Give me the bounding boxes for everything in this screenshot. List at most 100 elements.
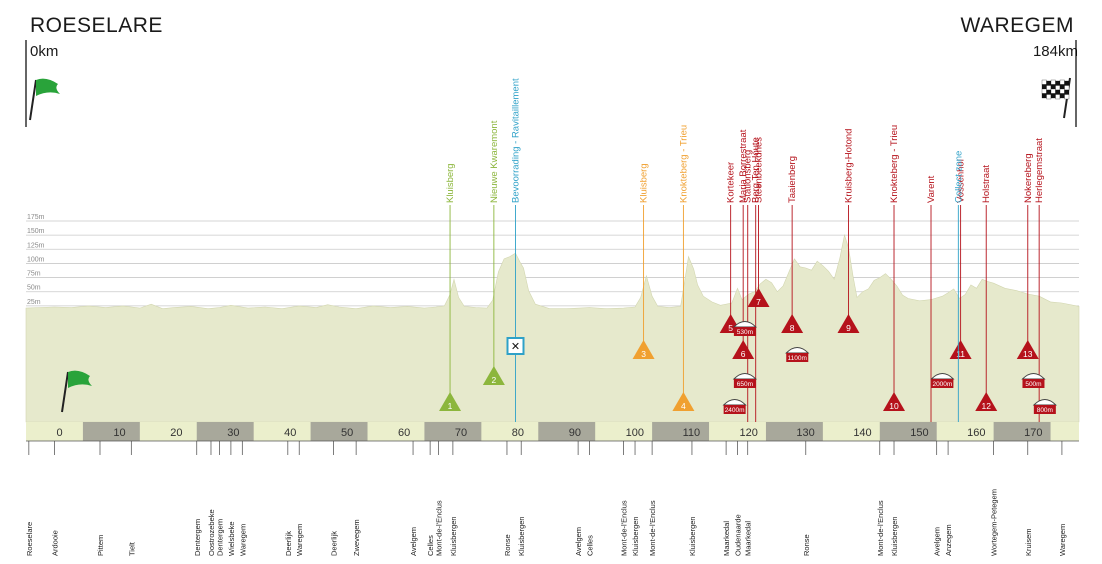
town-label: Deerlijk — [329, 531, 338, 556]
km-axis-segment — [538, 422, 596, 441]
km-axis-segment — [652, 422, 710, 441]
town-label: Avelgem — [409, 527, 418, 556]
flag-square — [1055, 94, 1061, 100]
flags — [29, 77, 1071, 413]
cobble-icon — [722, 399, 747, 406]
flag-square — [1041, 88, 1047, 94]
flag-square — [1064, 94, 1070, 100]
town-label: Kruisem — [1024, 528, 1033, 556]
climb-name: Kluisberg — [639, 163, 650, 203]
town-label: Oudenaarde — [733, 514, 742, 556]
town-label: Zwevegem — [352, 519, 361, 556]
cobble-length: 500m — [1025, 381, 1041, 388]
ytick-label: 150m — [27, 228, 45, 235]
flag-cloth — [68, 370, 92, 388]
climb-number: 1 — [448, 401, 453, 411]
town-label: Kluisbergen — [890, 516, 899, 556]
feed-zone-icon — [506, 337, 525, 355]
ytick-label: 75m — [27, 271, 41, 278]
town-label: Anzegem — [944, 524, 953, 556]
climb-name: Kortekeer — [726, 162, 737, 203]
cobble-icon — [930, 373, 955, 380]
km-axis-segment — [879, 422, 937, 441]
town-label: Roeselare — [25, 522, 34, 556]
ytick-label: 100m — [27, 256, 45, 263]
flag-square — [1046, 94, 1052, 100]
flag-square — [1041, 79, 1047, 85]
flag-square — [1055, 85, 1061, 91]
xtick-label: 20 — [170, 427, 182, 439]
climb-name: Kluisberg — [445, 163, 456, 203]
cobble-length-box — [733, 379, 756, 388]
km-axis-segment — [196, 422, 254, 441]
flag-square — [1055, 80, 1061, 86]
cobble-length-box — [1022, 379, 1045, 388]
climb-name: Knokteberg - Trieu — [678, 125, 689, 203]
climb-marker — [949, 340, 972, 359]
xtick-label: 170 — [1024, 427, 1042, 439]
cobble-icon — [1032, 399, 1057, 406]
climb-number: 13 — [1023, 349, 1033, 359]
town-label: Kluisbergen — [449, 516, 458, 556]
cobble-length-box — [723, 405, 746, 414]
flag-square — [1059, 79, 1065, 85]
xtick-label: 140 — [853, 427, 871, 439]
xtick-label: 10 — [113, 427, 125, 439]
climb-number: 12 — [981, 401, 991, 411]
flag-square — [1059, 84, 1065, 90]
cobble-icon — [732, 373, 757, 380]
climb-marker — [975, 392, 998, 411]
town-label: Tielt — [127, 541, 136, 556]
cobble-length: 2400m — [725, 407, 745, 414]
cobble-icon — [732, 321, 757, 328]
elevation-grid: 25m 50m 75m 100m 125m 150m 175m — [26, 214, 1079, 307]
xtick-label: 30 — [227, 427, 239, 439]
town-label: Avelgem — [574, 527, 583, 556]
cobble-icon — [785, 347, 810, 354]
start-city: ROESELARE — [30, 14, 163, 37]
climb-marker — [781, 314, 804, 333]
xtick-label: 160 — [967, 427, 985, 439]
climb-marker — [883, 392, 906, 411]
flag-square — [1059, 93, 1065, 99]
town-label: Oostrozebeke — [207, 509, 216, 556]
town-label: Deerlijk — [284, 531, 293, 556]
climb-name: Steenbeekdries — [754, 137, 765, 203]
climb-marker — [482, 366, 505, 385]
flag-square — [1050, 93, 1056, 99]
cobble-length: 1100m — [788, 355, 807, 362]
cobble-length-box — [1033, 405, 1056, 414]
town-label: Ronse — [503, 534, 512, 556]
ytick-label: 125m — [27, 242, 45, 249]
climb-name: Taaienberg — [787, 156, 798, 203]
town-label: Mont-de-l'Enclus — [648, 500, 657, 556]
cobble-length: 2000m — [932, 381, 952, 388]
climb-name: Vossenhol — [956, 159, 967, 203]
town-label: Celles — [426, 535, 435, 556]
xtick-label: 80 — [512, 427, 524, 439]
cobble-length-box — [931, 379, 954, 388]
marker-name: Varent — [926, 175, 937, 203]
km-axis-segment — [993, 422, 1051, 441]
marker-name: Bevoorrading - Ravitaillement — [511, 78, 522, 203]
town-label: Maarkedal — [744, 521, 753, 556]
climb-name: Holstraat — [981, 165, 992, 203]
climb-number: 8 — [790, 323, 795, 333]
climb-name: Nokereberg — [1023, 153, 1034, 203]
flag-pole — [61, 371, 69, 413]
flag-square — [1055, 89, 1061, 95]
climb-number: 6 — [741, 349, 746, 359]
feed-zone-glyph: ✕ — [511, 341, 520, 353]
town-label: Ardooie — [50, 530, 59, 556]
climb-number: 2 — [492, 375, 497, 385]
cobble-length-box — [733, 327, 756, 336]
town-label: Kluisbergen — [631, 516, 640, 556]
town-label: Pittem — [96, 535, 105, 556]
xtick-label: 100 — [626, 427, 644, 439]
climb-marker — [747, 288, 770, 307]
town-label: Celles — [585, 535, 594, 556]
town-label: Maarkedal — [722, 521, 731, 556]
marker-name: Collect zone — [953, 151, 964, 203]
xtick-label: 60 — [398, 427, 410, 439]
